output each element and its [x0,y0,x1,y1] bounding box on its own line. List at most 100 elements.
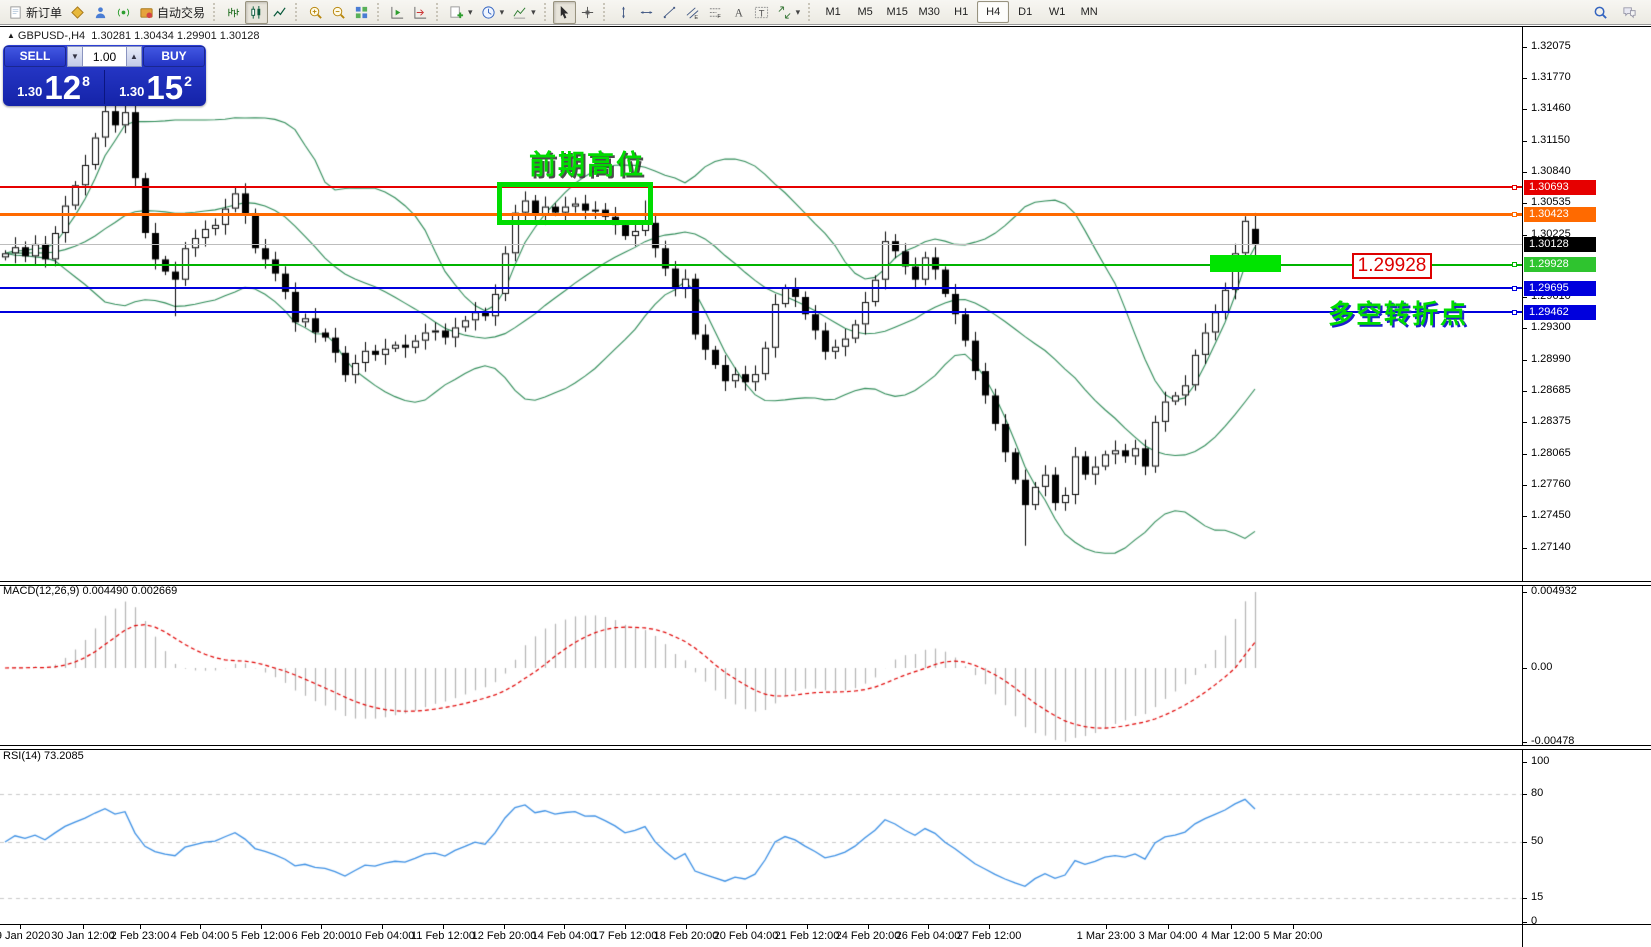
panel-collapse-icon[interactable]: ▲ [7,31,15,40]
date-axis-dash [746,925,747,929]
hline-1.30423[interactable] [0,212,1522,216]
zoomout-icon [331,5,346,20]
sell-price[interactable]: 1.30 12 8 [3,68,104,106]
candles-icon [249,5,264,20]
volume-decrease-button[interactable]: ▼ [67,46,83,67]
price-axis-dash [1522,516,1527,518]
turning-point-label[interactable]: 多空转折点 [1328,299,1469,329]
buy-button[interactable]: BUY [143,46,205,67]
hline-1.30693[interactable] [0,186,1522,188]
vertical-line-button[interactable] [612,1,635,24]
price-axis-tick: 1.31460 [1531,102,1571,115]
green-highlight-rect[interactable] [1210,255,1281,272]
cursor-button[interactable] [552,0,576,24]
buy-price-major: 1.30 [119,84,145,99]
chat-button[interactable] [1618,1,1641,24]
date-axis-tick: 4 Mar 12:00 [1201,930,1261,942]
volume-increase-button[interactable]: ▲ [126,46,142,67]
zoom-out-button[interactable] [327,1,350,24]
dropdown-arrow-icon[interactable]: ▾ [499,6,505,17]
bars-icon [226,5,241,20]
chart-shift-button[interactable] [409,1,432,24]
previous-high-box[interactable] [497,182,653,225]
market-watch-button[interactable] [66,1,89,24]
crosshair-button[interactable] [576,1,599,24]
chat-icon [1622,5,1637,20]
date-axis-tick: 5 Feb 12:00 [231,930,291,942]
label-icon: T [754,5,769,20]
macd-pane-resize-handle[interactable] [0,581,1651,586]
dropdown-arrow-icon[interactable]: ▾ [468,6,473,17]
hline-1.30128[interactable] [0,243,1522,245]
chart-title: ▲ GBPUSD-,H4 1.30281 1.30434 1.29901 1.30… [7,30,260,42]
price-callout-label[interactable]: 1.29928 [1352,253,1432,279]
price-axis-dash [1522,109,1527,111]
hline-1.29928[interactable] [0,263,1522,266]
hline-1.29462[interactable] [0,311,1522,313]
tile-windows-button[interactable] [350,1,373,24]
timeframe-m30-button[interactable]: M30 [918,6,940,18]
rsi-pane-resize-handle[interactable] [0,745,1651,750]
signals-button[interactable] [112,1,135,24]
date-axis-tick: 10 Feb 04:00 [349,930,415,942]
timeframe-h4-button[interactable]: H4 [977,1,1010,23]
terminal-button[interactable] [89,1,112,24]
timeframe-m1-button[interactable]: M1 [825,6,841,18]
price-axis-dash [1522,172,1527,174]
trendline-button[interactable] [658,1,681,24]
hline-handle-icon[interactable] [1512,262,1517,268]
toolbar-separator [808,3,813,21]
timeframe-m15-button[interactable]: M15 [886,6,908,18]
equidistant-channel-button[interactable]: E [681,1,704,24]
auto-scroll-button[interactable] [386,1,409,24]
one-click-trading-panel: SELL ▼ ▲ BUY 1.30 12 8 1.30 15 2 [3,45,206,106]
date-axis-tick: 14 Feb 04:00 [531,930,597,942]
hline-handle-icon[interactable] [1512,285,1517,291]
timeframe-mn-button[interactable]: MN [1080,6,1098,18]
bar-chart-mode-button[interactable] [222,1,245,24]
timeframe-w1-button[interactable]: W1 [1048,6,1066,18]
sell-button[interactable]: SELL [4,46,66,67]
autotrading-button[interactable]: 自动交易 [135,1,209,24]
search-button[interactable] [1589,1,1612,24]
previous-high-label[interactable]: 前期高位 [529,150,645,180]
price-axis-dash [1522,390,1527,392]
volume-input[interactable] [83,46,126,67]
text-label-button[interactable]: T [750,1,773,24]
line-chart-mode-button[interactable] [268,1,291,24]
fibonacci-button[interactable]: F [704,1,727,24]
price-axis-dash [1522,296,1527,298]
macd-axis-dash [1522,668,1527,669]
price-axis-dash [1522,203,1527,205]
zoom-in-button[interactable] [304,1,327,24]
arrows-button[interactable]: ▾ [773,1,805,24]
buy-price[interactable]: 1.30 15 2 [105,68,206,106]
macd-axis-dash [1522,741,1527,743]
price-chart-canvas[interactable] [0,26,1522,581]
volume-control: ▼ ▲ [67,46,142,67]
indicators-list-button[interactable]: ▾ [508,1,540,24]
new-chart-button[interactable]: ▾ [445,1,477,24]
date-axis-dash [868,925,869,929]
price-axis-dash [1522,484,1527,486]
dropdown-arrow-icon[interactable]: ▾ [531,6,536,17]
hline-1.29695[interactable] [0,287,1522,290]
price-axis-tick: 1.27140 [1531,540,1571,553]
timeframe-m5-button[interactable]: M5 [857,6,873,18]
macd-pane-canvas[interactable] [0,584,1522,745]
hline-handle-icon[interactable] [1512,211,1517,217]
timeframe-d1-button[interactable]: D1 [1018,6,1033,18]
new-order-button[interactable]: 新订单 [4,1,66,24]
hline-handle-icon[interactable] [1512,184,1517,190]
date-axis-tick: 30 Jan 12:00 [51,930,115,942]
rsi-axis-tick: 100 [1531,755,1550,767]
timeframe-h1-button[interactable]: H1 [954,6,969,18]
horizontal-line-button[interactable] [635,1,658,24]
date-axis-tick: 4 Feb 04:00 [170,930,230,942]
hline-handle-icon[interactable] [1512,309,1517,315]
dropdown-arrow-icon[interactable]: ▾ [795,6,801,17]
candlestick-mode-button[interactable] [245,0,269,24]
periods-button[interactable]: ▾ [477,1,509,24]
text-button[interactable]: A [727,1,750,24]
rsi-pane-canvas[interactable] [0,748,1522,924]
